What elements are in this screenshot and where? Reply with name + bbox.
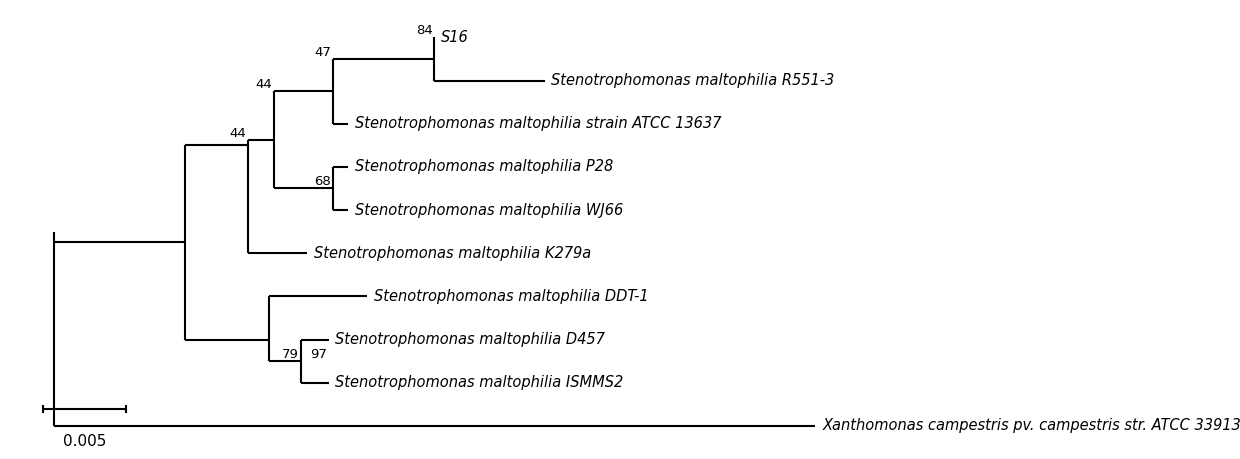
Text: 79: 79 <box>283 348 299 361</box>
Text: Stenotrophomonas maltophilia strain ATCC 13637: Stenotrophomonas maltophilia strain ATCC… <box>355 116 722 131</box>
Text: 97: 97 <box>310 348 327 361</box>
Text: 47: 47 <box>314 46 331 59</box>
Text: 84: 84 <box>417 24 433 37</box>
Text: 0.005: 0.005 <box>63 434 107 448</box>
Text: Stenotrophomonas maltophilia P28: Stenotrophomonas maltophilia P28 <box>355 159 613 174</box>
Text: 44: 44 <box>255 78 272 91</box>
Text: S16: S16 <box>441 30 469 45</box>
Text: Stenotrophomonas maltophilia ISMMS2: Stenotrophomonas maltophilia ISMMS2 <box>336 375 624 390</box>
Text: Stenotrophomonas maltophilia DDT-1: Stenotrophomonas maltophilia DDT-1 <box>373 289 649 304</box>
Text: Stenotrophomonas maltophilia D457: Stenotrophomonas maltophilia D457 <box>336 332 605 347</box>
Text: Stenotrophomonas maltophilia K279a: Stenotrophomonas maltophilia K279a <box>314 246 591 261</box>
Text: Stenotrophomonas maltophilia WJ66: Stenotrophomonas maltophilia WJ66 <box>355 202 624 218</box>
Text: Xanthomonas campestris pv. campestris str. ATCC 33913: Xanthomonas campestris pv. campestris st… <box>822 419 1240 433</box>
Text: 44: 44 <box>229 127 247 140</box>
Text: Stenotrophomonas maltophilia R551-3: Stenotrophomonas maltophilia R551-3 <box>552 73 835 88</box>
Text: 68: 68 <box>315 175 331 189</box>
